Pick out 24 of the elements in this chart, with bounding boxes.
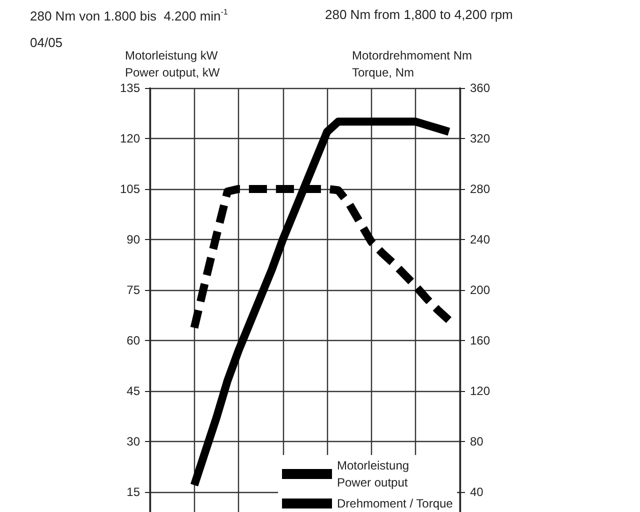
legend-label: Motorleistung Power output (337, 458, 410, 490)
y2-tick-label: 120 (470, 384, 490, 398)
y2-tick-label: 40 (470, 484, 484, 499)
y-tick-label: 45 (126, 384, 140, 398)
text: 04/05 (30, 35, 63, 50)
y2-tick-label: 280 (470, 182, 490, 196)
y2-tick-label: 240 (470, 232, 490, 246)
y-tick-label: 15 (126, 484, 140, 499)
y-tick-label: 60 (126, 333, 140, 348)
y2-tick-label: 320 (470, 131, 490, 146)
y2-tick-label: 200 (470, 282, 490, 297)
y-tick-label: 75 (126, 282, 140, 297)
y-tick-label: 120 (120, 131, 140, 146)
text: 280 Nm from 1,800 to 4,200 rpm (325, 7, 513, 22)
y-tick-label: 135 (120, 81, 140, 95)
y-axis-title: Motorleistung kW Power output, kW (125, 48, 220, 80)
y2-axis-title: Motordrehmoment Nm Torque, Nm (352, 48, 472, 80)
y2-tick-label: 160 (470, 333, 490, 348)
y-tick-label: 30 (126, 434, 140, 448)
legend-label: Drehmoment / Torque (337, 496, 454, 510)
y-tick-label: 105 (120, 182, 140, 196)
y-tick-label: 90 (126, 232, 140, 246)
y2-tick-label: 360 (470, 81, 490, 95)
y2-tick-label: 80 (470, 434, 484, 448)
